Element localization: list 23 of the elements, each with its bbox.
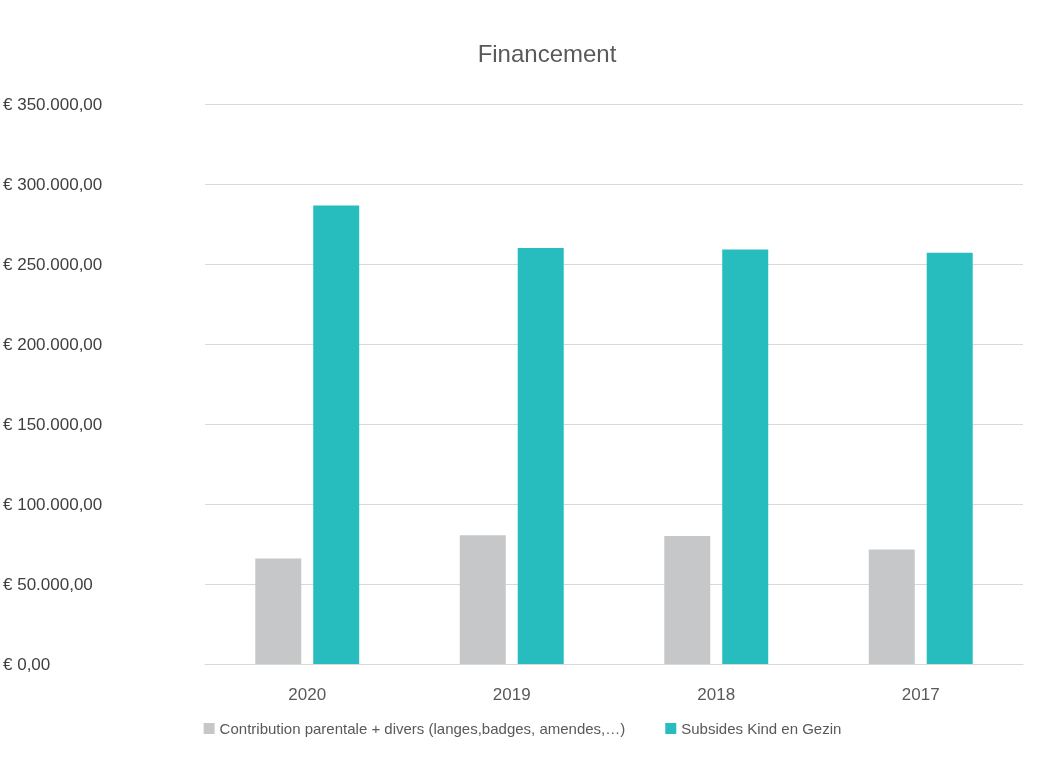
- x-tick-label: 2018: [697, 685, 736, 704]
- bar: [313, 205, 360, 664]
- y-tick-label: € 200.000,00: [3, 334, 103, 354]
- bar: [868, 549, 915, 664]
- bar: [255, 558, 302, 664]
- y-tick-label: € 250.000,00: [3, 254, 103, 274]
- bar: [664, 536, 711, 664]
- y-tick-label: € 350.000,00: [3, 94, 103, 114]
- bar: [926, 252, 973, 664]
- bar: [517, 248, 564, 664]
- x-tick-label: 2017: [901, 685, 940, 704]
- legend-label: Subsides Kind en Gezin: [681, 720, 842, 737]
- legend-label: Contribution parentale + divers (langes,badges, amendes,…): [219, 720, 626, 737]
- bar: [722, 249, 769, 664]
- chart-title: Financement: [477, 39, 617, 67]
- bar: [459, 535, 506, 664]
- y-tick-label: € 150.000,00: [3, 414, 103, 434]
- y-tick-label: € 100.000,00: [3, 494, 103, 514]
- x-tick-label: 2020: [288, 685, 327, 704]
- y-tick-label: € 0,00: [3, 654, 51, 674]
- y-tick-label: € 300.000,00: [3, 174, 103, 194]
- y-tick-label: € 50.000,00: [3, 574, 93, 594]
- x-tick-label: 2019: [492, 685, 531, 704]
